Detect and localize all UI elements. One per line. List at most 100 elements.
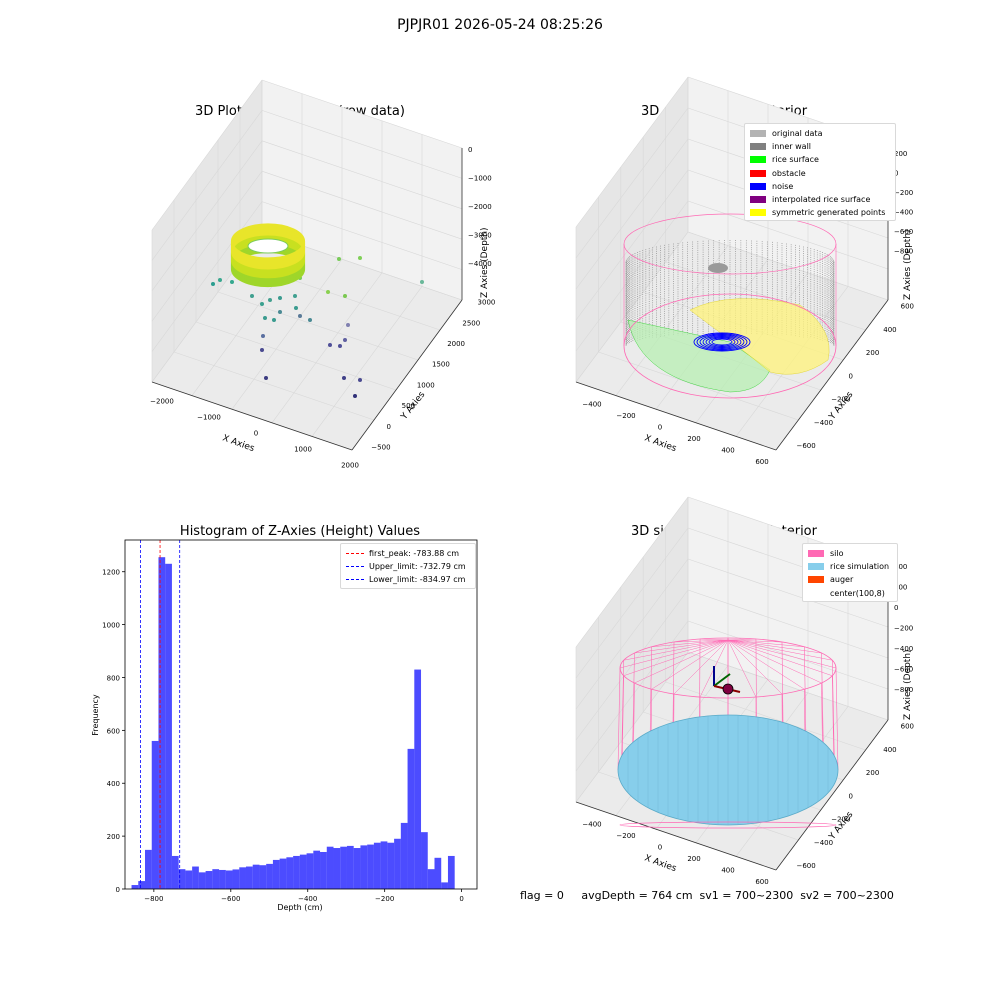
silo-roof-rib [673, 639, 729, 643]
y-tick-label: 2000 [447, 340, 465, 348]
raw-point [420, 280, 424, 284]
auger-arrow-y [713, 673, 731, 687]
y-tick-label: 600 [107, 727, 120, 735]
silo-roof-rib [727, 639, 833, 661]
grid-line [687, 558, 889, 628]
x-tick-label: 2000 [341, 462, 359, 470]
silo-roof-rib [727, 638, 756, 641]
histogram-bar [151, 740, 159, 889]
silo-rib [781, 642, 784, 723]
silo-roof-rib [634, 639, 729, 684]
grid-line [271, 272, 383, 423]
y-tick-label: 500 [402, 402, 415, 410]
z-tick-label: −200 [894, 625, 913, 633]
grid-line [575, 231, 689, 383]
legend-line-swatch [346, 566, 364, 568]
histogram-bar [286, 857, 294, 889]
legend-label: obstacle [772, 168, 806, 178]
histogram-bar [400, 822, 408, 889]
histogram-bar [178, 869, 186, 889]
noise-ring [705, 336, 739, 348]
histogram-bar [279, 858, 287, 889]
silo-roof-rib [634, 639, 729, 654]
histogram-bar [205, 871, 213, 889]
histogram-bar [353, 848, 361, 889]
grid-line [687, 620, 889, 690]
raw-point [358, 256, 362, 260]
legend-swatch [750, 169, 766, 177]
raw-point [278, 296, 282, 300]
raw-point [250, 294, 254, 298]
histogram-bar [407, 748, 415, 889]
histogram-bar [346, 845, 354, 889]
y-tick-label: −200 [831, 396, 850, 404]
y-tick-label: 2500 [462, 319, 480, 327]
raw-point [343, 294, 347, 298]
histogram-bar [373, 842, 381, 889]
grid-line [575, 138, 689, 290]
histogram-bar [434, 857, 442, 889]
y-tick-label: 400 [107, 780, 120, 788]
legend-label: rice surface [772, 155, 819, 165]
histogram-bar [145, 849, 152, 889]
z-tick-label: −1000 [468, 175, 492, 183]
y-tick-label: 400 [883, 746, 896, 754]
legend-item: symmetric generated points [750, 206, 890, 219]
histogram-bar [447, 855, 455, 889]
legend-swatch [808, 589, 824, 597]
x-tick-label: −400 [582, 820, 601, 828]
histogram-bar [367, 844, 374, 889]
z-tick-label: 0 [468, 146, 472, 154]
noise-ring [699, 334, 745, 350]
grid-line [665, 261, 866, 331]
x-tick-label: −400 [582, 400, 601, 408]
grid-line [151, 201, 263, 352]
raw-point [260, 348, 264, 352]
histogram-bar [360, 845, 368, 889]
silo-rib [632, 652, 635, 743]
legend-label: symmetric generated points [772, 208, 886, 218]
histogram-bar [158, 557, 166, 889]
side-pane [576, 497, 688, 802]
simulation-zlabel: Z Axies (Depth) [903, 649, 913, 720]
z-tick-label: 400 [894, 563, 907, 571]
histogram-bar [320, 851, 327, 889]
grid-line [575, 76, 689, 228]
y-tick-label: 1200 [102, 569, 120, 577]
x-tick-label: −200 [616, 832, 635, 840]
histogram-bar [239, 867, 246, 889]
legend-item: obstacle [750, 167, 890, 180]
silo-roof-rib [727, 639, 805, 690]
histogram-xlabel: Depth (cm) [277, 903, 322, 912]
legend-item: inner wall [750, 140, 890, 153]
grid-line [151, 110, 263, 261]
histogram-bar [192, 866, 199, 889]
z-tick-label: −400 [894, 209, 913, 217]
histogram-bar [441, 882, 448, 889]
silo-roof-rib [700, 638, 729, 641]
x-tick-label: 0 [658, 844, 662, 852]
simulation-legend: silo rice simulation auger center(100,8) [802, 543, 898, 602]
z-tick-label: −4000 [468, 260, 492, 268]
histogram-bar [259, 865, 267, 889]
silo-bottom-ring [619, 821, 837, 829]
legend-swatch [750, 209, 766, 217]
raw-torus-ring [230, 223, 306, 260]
raw-point [278, 310, 282, 314]
silo-roof-rib [623, 639, 729, 677]
histogram-bar [219, 869, 226, 889]
grid-line [687, 200, 889, 270]
silo-rib [617, 667, 621, 771]
y-tick-label: 400 [883, 326, 896, 334]
z-tick-label: 200 [894, 150, 907, 158]
legend-swatch [808, 563, 824, 571]
z-tick-label: −200 [894, 189, 913, 197]
grid-line [575, 496, 689, 648]
y-tick-label: 1000 [417, 381, 435, 389]
grid-line [665, 681, 866, 751]
legend-swatch [750, 143, 766, 151]
legend-item: interpolated rice surface [750, 193, 890, 206]
legend-swatch [750, 182, 766, 190]
y-tick-label: 800 [107, 674, 120, 682]
x-tick-label: 600 [755, 458, 768, 466]
